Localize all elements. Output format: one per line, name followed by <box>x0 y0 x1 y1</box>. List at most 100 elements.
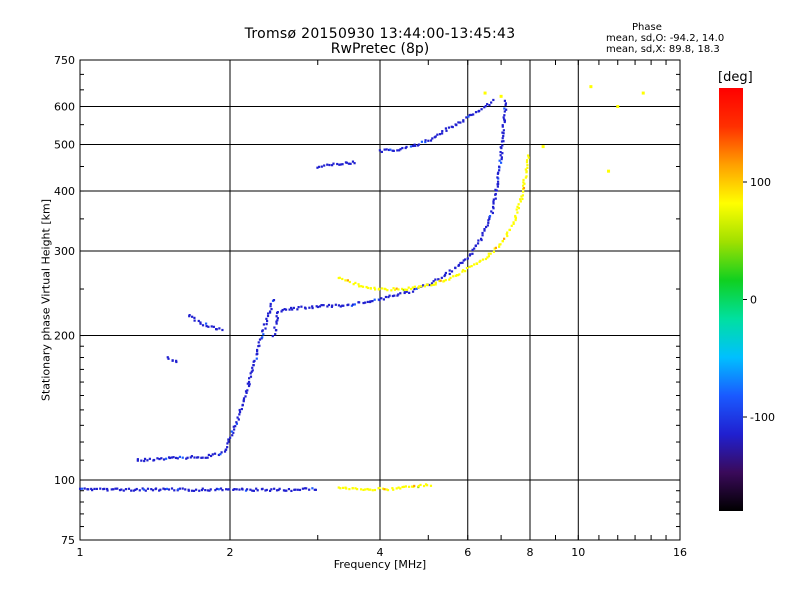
data-point <box>332 162 335 165</box>
data-point <box>266 314 270 318</box>
data-point <box>238 413 241 416</box>
data-point <box>207 325 210 328</box>
data-point <box>281 308 284 312</box>
data-point <box>499 154 502 157</box>
y-tick-label: 600 <box>54 101 75 114</box>
data-point <box>237 418 240 421</box>
data-point <box>419 483 422 487</box>
data-point <box>112 488 115 491</box>
data-point <box>258 344 261 347</box>
data-point <box>449 276 452 279</box>
data-point <box>207 453 210 457</box>
data-point <box>475 262 479 265</box>
data-point <box>473 247 476 250</box>
data-point <box>341 486 345 490</box>
data-point <box>350 304 353 307</box>
data-point <box>170 456 173 459</box>
data-point <box>500 140 504 143</box>
data-point <box>374 288 377 291</box>
data-point <box>422 484 426 488</box>
data-point <box>244 390 248 393</box>
data-point <box>275 329 278 332</box>
data-point <box>245 488 249 491</box>
data-point <box>146 487 150 490</box>
data-point <box>240 407 243 411</box>
data-point <box>81 487 84 490</box>
data-point <box>494 188 497 191</box>
data-point <box>436 133 439 136</box>
data-point <box>483 229 486 232</box>
data-point <box>103 487 106 490</box>
data-point <box>91 488 94 492</box>
data-point <box>351 160 355 163</box>
data-point <box>199 321 202 324</box>
data-point <box>193 319 196 322</box>
data-point <box>249 372 252 375</box>
colorbar-tick-label: -100 <box>750 411 775 424</box>
data-point <box>419 285 423 288</box>
data-point <box>225 448 228 451</box>
data-point <box>251 369 254 372</box>
data-point <box>231 434 234 437</box>
data-point <box>398 149 401 152</box>
data-point <box>484 105 487 108</box>
data-point <box>186 456 189 459</box>
data-point <box>430 284 433 287</box>
data-point <box>223 450 227 453</box>
data-point <box>487 219 490 222</box>
data-point <box>136 458 139 461</box>
data-point <box>362 488 365 492</box>
data-point <box>198 489 201 492</box>
data-point <box>454 274 457 277</box>
data-point <box>492 200 495 203</box>
data-point <box>365 285 368 289</box>
data-point <box>493 247 496 250</box>
data-point <box>471 248 474 251</box>
data-point <box>371 489 374 492</box>
data-point <box>443 274 446 278</box>
data-point <box>195 488 198 491</box>
data-point <box>393 288 397 291</box>
data-point <box>437 278 440 281</box>
data-point <box>456 274 459 277</box>
data-point <box>151 489 155 492</box>
data-point <box>249 375 253 378</box>
data-point <box>373 488 377 492</box>
data-point <box>499 243 502 246</box>
data-point <box>491 205 495 209</box>
data-point <box>337 304 341 307</box>
data-point <box>158 457 161 461</box>
data-point <box>462 259 465 262</box>
data-point <box>269 305 272 308</box>
data-point <box>469 253 472 256</box>
data-point <box>391 294 394 298</box>
data-point <box>399 148 402 151</box>
data-point <box>175 359 178 362</box>
data-point <box>162 458 166 461</box>
data-point <box>290 489 293 493</box>
data-point <box>261 336 264 339</box>
data-point <box>447 126 451 129</box>
data-point <box>351 303 355 306</box>
data-point <box>428 283 431 287</box>
data-point <box>501 124 504 127</box>
data-point <box>502 129 505 132</box>
data-point <box>165 487 169 490</box>
data-point <box>483 227 486 231</box>
data-point <box>480 108 483 111</box>
data-point <box>320 304 323 307</box>
data-point <box>241 488 244 491</box>
data-point <box>503 120 506 124</box>
data-point <box>411 290 415 293</box>
data-point <box>300 305 303 308</box>
x-tick-label: 10 <box>571 546 585 559</box>
data-point <box>481 231 484 235</box>
data-point <box>484 257 488 261</box>
data-point <box>487 221 490 224</box>
data-point <box>234 425 237 428</box>
data-point <box>486 224 489 227</box>
data-point <box>181 487 184 490</box>
data-point <box>232 431 235 434</box>
data-point <box>185 457 188 460</box>
data-point <box>143 459 146 463</box>
